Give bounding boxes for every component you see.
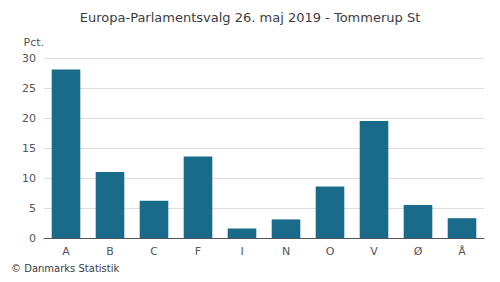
svg-text:B: B <box>106 245 114 258</box>
svg-text:15: 15 <box>22 142 36 155</box>
svg-text:Pct.: Pct. <box>24 36 45 49</box>
svg-text:F: F <box>195 245 201 258</box>
svg-text:Europa-Parlamentsvalg 26. maj: Europa-Parlamentsvalg 26. maj 2019 - Tom… <box>80 10 421 25</box>
svg-text:N: N <box>282 245 290 258</box>
svg-text:O: O <box>326 245 335 258</box>
svg-text:20: 20 <box>22 112 36 125</box>
svg-text:© Danmarks Statistik: © Danmarks Statistik <box>11 263 120 274</box>
svg-text:C: C <box>150 245 158 258</box>
svg-text:0: 0 <box>29 232 36 245</box>
svg-text:10: 10 <box>22 172 36 185</box>
svg-text:I: I <box>240 245 243 258</box>
svg-text:Å: Å <box>458 245 466 258</box>
svg-text:5: 5 <box>29 202 36 215</box>
svg-text:30: 30 <box>22 52 36 65</box>
svg-text:A: A <box>62 245 70 258</box>
svg-text:V: V <box>370 245 378 258</box>
svg-text:25: 25 <box>22 82 36 95</box>
svg-text:Ø: Ø <box>414 245 423 258</box>
